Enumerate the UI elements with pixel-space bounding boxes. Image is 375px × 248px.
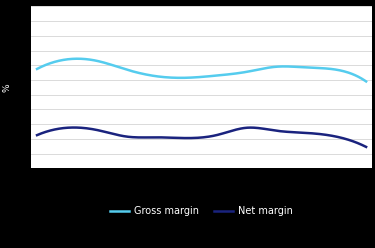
Line: Net margin: Net margin [37,127,366,147]
Net margin [72,126,77,129]
Line: Gross margin: Gross margin [37,59,366,81]
Net margin [231,129,235,132]
Gross margin [36,67,40,70]
Gross margin [232,72,236,75]
Gross margin [364,80,368,83]
Y-axis label: %: % [3,83,12,92]
Net margin [237,127,242,130]
Net margin [36,133,40,136]
Gross margin [231,72,235,75]
Net margin [334,135,339,138]
Net margin [313,132,318,135]
Net margin [232,129,236,132]
Gross margin [237,71,242,74]
Legend: Gross margin, Net margin: Gross margin, Net margin [106,202,297,220]
Net margin [364,145,368,148]
Gross margin [75,57,80,60]
Gross margin [313,66,318,69]
Net margin [35,134,39,137]
Gross margin [35,67,39,70]
Gross margin [334,68,339,71]
